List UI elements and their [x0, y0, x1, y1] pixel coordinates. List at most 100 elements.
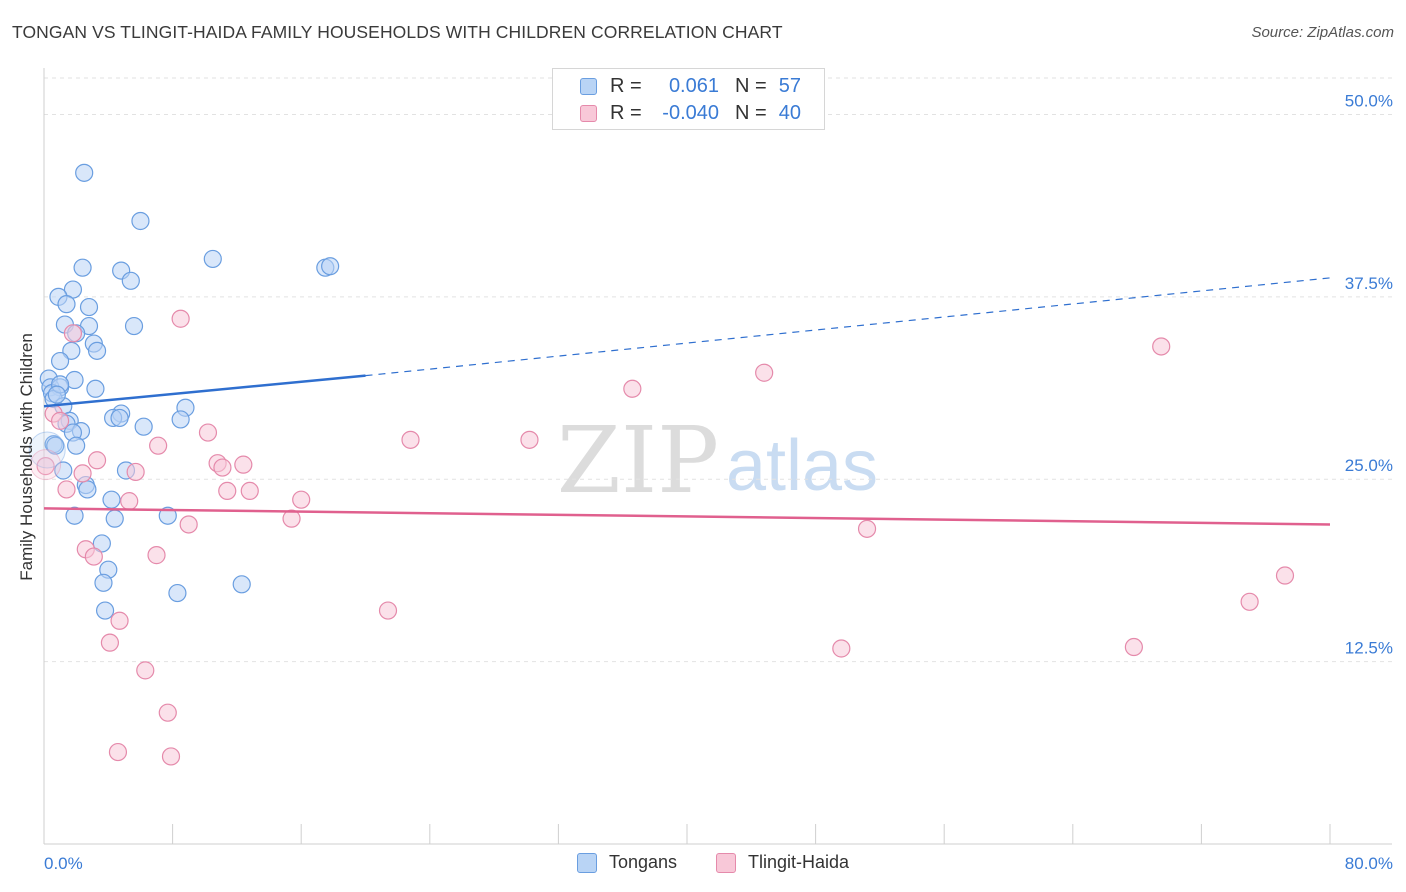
r-value: 0.061 — [668, 74, 719, 97]
tongans-point — [105, 509, 124, 528]
legend-item-tlingit-haida[interactable]: Tlingit-Haida — [716, 852, 849, 873]
y-tick-label: 12.5% — [1345, 639, 1393, 658]
tongans-point — [121, 271, 140, 290]
r-value: -0.040 — [662, 101, 719, 124]
tlingit-haida-point — [1275, 566, 1295, 585]
tlingit-haida-point — [136, 661, 155, 680]
x-tick-label: 80.0% — [1345, 854, 1393, 873]
y-axis-title: Family Households with Children — [17, 333, 36, 581]
tongans-point — [47, 385, 66, 404]
tlingit-haida-point-large — [30, 449, 62, 481]
tongans-point — [62, 341, 81, 360]
tongans-point — [134, 417, 153, 436]
tongans-point — [50, 351, 70, 371]
tlingit-haida-point — [36, 457, 55, 476]
legend-item-tongans[interactable]: Tongans — [577, 852, 677, 873]
tlingit-haida-point — [198, 423, 218, 442]
tlingit-haida-point — [100, 633, 120, 652]
chart-title: TONGAN VS TLINGIT-HAIDA FAMILY HOUSEHOLD… — [12, 22, 783, 42]
tongans-legend-swatch — [577, 852, 597, 873]
watermark-atlas: atlas — [726, 426, 878, 506]
tlingit-haida-point — [84, 547, 103, 566]
tongans-point — [67, 436, 86, 455]
tongans-point — [232, 575, 251, 594]
y-tick-label: 25.0% — [1345, 456, 1393, 475]
tongans-point — [168, 583, 187, 603]
tongans-point — [57, 295, 76, 314]
tlingit-haida-point — [63, 324, 83, 343]
tlingit-haida-point — [73, 464, 92, 483]
tongans-point-large — [28, 431, 66, 469]
tongans-point — [124, 316, 144, 336]
tongans-point — [110, 408, 129, 428]
tlingit-haida-point — [50, 411, 70, 430]
stats-legend: R = 0.061 N = 57 R = -0.040 N = 40 — [552, 68, 825, 130]
y-tick-label: 37.5% — [1345, 274, 1393, 293]
tongans-point — [46, 436, 65, 455]
tlingit-haida-trend-line — [43, 507, 1331, 526]
watermark-zip: ZIP — [557, 407, 719, 514]
tongans-point — [95, 601, 115, 620]
tlingit-haida-point — [158, 703, 177, 722]
tongans-point — [65, 506, 84, 525]
tongans-point — [102, 490, 121, 509]
n-value: 57 — [778, 74, 801, 97]
tongans-point — [86, 379, 105, 398]
tongans-point — [75, 163, 94, 182]
r-label: R = — [610, 74, 642, 97]
tlingit-haida-point — [240, 481, 259, 501]
tongans-trend-projection — [365, 277, 1331, 377]
tongans-point — [54, 461, 73, 480]
tlingit-haida-point — [401, 430, 420, 449]
tlingit-legend-swatch — [716, 852, 736, 873]
tlingit-haida-point — [120, 492, 139, 511]
tlingit-haida-point — [213, 458, 232, 477]
tlingit-haida-point — [110, 611, 129, 630]
tlingit-haida-point — [218, 481, 237, 501]
tlingit-haida-point — [149, 436, 168, 455]
tlingit-swatch — [580, 104, 597, 122]
tlingit-haida-point — [1240, 592, 1259, 611]
tlingit-haida-point — [179, 515, 198, 534]
tlingit-haida-point — [857, 519, 877, 538]
tongans-swatch — [580, 77, 597, 95]
tlingit-haida-point — [623, 379, 642, 398]
tongans-point — [94, 573, 113, 592]
tlingit-haida-point — [87, 451, 107, 470]
n-label: N = — [735, 74, 767, 97]
legend-label-tlingit-haida: Tlingit-Haida — [748, 852, 850, 872]
tlingit-haida-point — [161, 747, 181, 766]
tongans-point — [321, 257, 340, 276]
tongans-point — [171, 410, 190, 429]
r-label: R = — [610, 101, 642, 124]
tongans-point — [92, 534, 111, 553]
tlingit-haida-point — [378, 601, 398, 620]
tlingit-haida-point — [832, 639, 851, 658]
x-tick-label: 0.0% — [44, 854, 83, 873]
n-label: N = — [735, 101, 767, 124]
y-tick-label: 50.0% — [1345, 91, 1393, 110]
tlingit-haida-point — [292, 490, 311, 509]
tlingit-haida-point — [126, 462, 145, 482]
tongans-point — [78, 480, 97, 499]
tlingit-haida-point — [57, 480, 76, 499]
tongans-point — [79, 297, 99, 317]
tlingit-haida-point — [520, 430, 539, 449]
tlingit-haida-point — [234, 455, 253, 474]
tongans-trend-line — [43, 374, 366, 408]
chart-source: Source: ZipAtlas.com — [1251, 24, 1394, 41]
n-value: 40 — [778, 101, 801, 124]
tongans-point — [73, 258, 92, 277]
tlingit-haida-point — [1152, 337, 1171, 356]
tlingit-haida-point — [282, 509, 301, 528]
tongans-point — [87, 341, 107, 360]
tongans-point — [203, 249, 222, 269]
tlingit-haida-point — [171, 309, 190, 328]
tlingit-haida-point — [147, 546, 166, 565]
tlingit-haida-point — [755, 363, 774, 382]
tlingit-haida-point — [1124, 637, 1143, 657]
tongans-point — [158, 506, 177, 525]
tongans-point — [131, 211, 150, 231]
legend-label-tongans: Tongans — [609, 852, 678, 872]
